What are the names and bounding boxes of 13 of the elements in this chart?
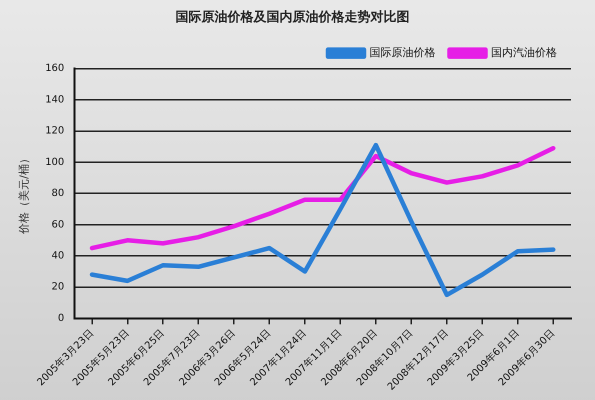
y-tick-label: 20 — [52, 282, 64, 293]
y-tick-label: 140 — [45, 94, 64, 106]
legend-label: 国内汽油价格 — [491, 46, 557, 59]
chart-title: 国际原油价格及国内原油价格走势对比图 — [176, 9, 410, 26]
y-axis-title: 价格（美元/桶） — [17, 153, 30, 235]
y-tick-label: 120 — [45, 126, 64, 137]
y-tick-label: 80 — [52, 188, 64, 200]
y-tick-label: 160 — [45, 63, 64, 74]
y-tick-label: 100 — [45, 156, 64, 168]
y-tick-label: 0 — [58, 312, 64, 324]
y-tick-label: 40 — [52, 250, 64, 262]
y-tick-label: 60 — [52, 219, 64, 230]
legend-label: 国际原油价格 — [370, 46, 436, 59]
